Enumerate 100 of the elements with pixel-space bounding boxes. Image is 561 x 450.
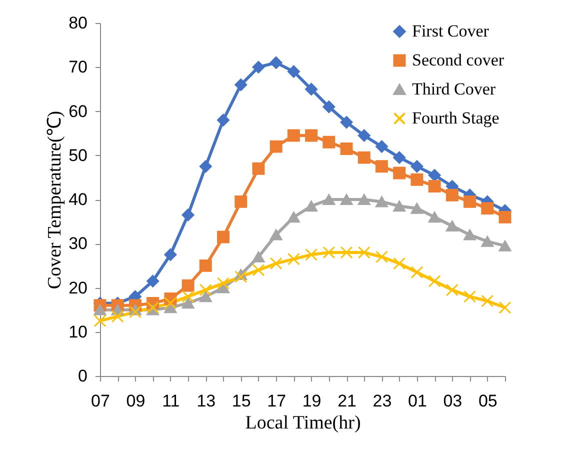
point bbox=[428, 212, 441, 223]
point bbox=[481, 236, 494, 247]
point bbox=[305, 200, 318, 212]
legend-label: Second cover bbox=[412, 50, 504, 70]
point bbox=[464, 195, 476, 208]
y-tick-label: 20 bbox=[68, 278, 88, 298]
point bbox=[234, 195, 248, 208]
point bbox=[340, 142, 353, 155]
point bbox=[322, 100, 336, 114]
point bbox=[146, 274, 160, 288]
point bbox=[270, 257, 282, 270]
y-tick-label: 40 bbox=[68, 190, 88, 209]
point bbox=[464, 229, 476, 240]
y-tick-label: 0 bbox=[78, 366, 88, 386]
point bbox=[498, 301, 512, 314]
point bbox=[252, 251, 265, 262]
point bbox=[270, 140, 282, 153]
point bbox=[410, 266, 424, 279]
point bbox=[358, 129, 370, 142]
legend-label: Fourth Stage bbox=[412, 108, 500, 128]
point bbox=[182, 279, 194, 292]
point bbox=[322, 246, 336, 259]
point bbox=[428, 169, 441, 182]
point bbox=[234, 270, 248, 283]
point bbox=[287, 212, 300, 223]
point bbox=[322, 194, 336, 205]
point bbox=[481, 294, 494, 308]
point bbox=[481, 202, 494, 215]
x-tick-label: 23 bbox=[372, 392, 392, 410]
point bbox=[340, 246, 353, 259]
y-tick-label: 30 bbox=[68, 234, 88, 254]
point bbox=[252, 162, 265, 175]
point bbox=[94, 304, 106, 316]
point bbox=[358, 194, 370, 205]
point bbox=[428, 274, 441, 288]
point bbox=[393, 151, 406, 164]
point bbox=[393, 166, 406, 180]
point bbox=[199, 284, 212, 296]
point bbox=[234, 78, 248, 91]
point bbox=[322, 136, 336, 148]
point bbox=[305, 129, 318, 142]
point bbox=[287, 65, 300, 78]
y-axis-title: Cover Temperature(℃) bbox=[44, 110, 66, 290]
point bbox=[393, 257, 406, 270]
x-tick-label: 11 bbox=[162, 392, 180, 410]
point bbox=[128, 306, 142, 318]
point bbox=[305, 248, 318, 261]
point bbox=[340, 116, 353, 129]
point bbox=[164, 248, 177, 261]
point bbox=[252, 60, 265, 74]
x-tick-label: 13 bbox=[196, 392, 216, 410]
point bbox=[498, 210, 512, 224]
point bbox=[305, 82, 318, 96]
y-tick-label: 60 bbox=[68, 102, 88, 121]
point bbox=[428, 180, 441, 192]
point bbox=[498, 240, 512, 252]
x-tick-label: 01 bbox=[408, 392, 427, 410]
x-tick-label: 21 bbox=[338, 392, 356, 410]
point bbox=[446, 220, 458, 232]
y-tick-label: 10 bbox=[68, 322, 88, 342]
point bbox=[252, 264, 265, 276]
point bbox=[270, 229, 282, 240]
point bbox=[376, 160, 388, 173]
x-tick-label: 03 bbox=[443, 392, 462, 410]
point bbox=[270, 56, 282, 69]
y-tick-label: 70 bbox=[68, 58, 88, 77]
legend-label: First Cover bbox=[412, 22, 490, 40]
point bbox=[446, 284, 458, 296]
point bbox=[146, 301, 160, 314]
y-tick-label: 80 bbox=[68, 14, 88, 32]
point bbox=[376, 140, 388, 153]
point bbox=[376, 250, 388, 264]
point bbox=[182, 208, 194, 222]
point bbox=[217, 114, 230, 126]
point bbox=[287, 129, 300, 142]
point bbox=[217, 230, 230, 244]
point bbox=[94, 314, 106, 328]
x-tick-label: 07 bbox=[91, 392, 110, 410]
point bbox=[217, 277, 230, 290]
point bbox=[410, 202, 424, 214]
point bbox=[199, 160, 212, 173]
point bbox=[410, 160, 424, 173]
legend-label: Third Cover bbox=[412, 80, 496, 98]
x-tick-label: 05 bbox=[478, 392, 498, 410]
point bbox=[199, 291, 212, 302]
point bbox=[446, 188, 458, 202]
point bbox=[393, 200, 406, 212]
point bbox=[111, 310, 124, 323]
point bbox=[464, 290, 476, 303]
y-tick-label: 50 bbox=[68, 146, 88, 165]
point bbox=[358, 246, 370, 259]
point bbox=[410, 173, 424, 186]
x-tick-label: 19 bbox=[302, 392, 322, 410]
point bbox=[182, 298, 194, 309]
point bbox=[287, 252, 300, 266]
x-tick-label: 15 bbox=[232, 392, 251, 410]
point bbox=[182, 290, 194, 303]
point bbox=[164, 296, 177, 310]
point bbox=[340, 194, 353, 205]
x-tick-label: 09 bbox=[126, 392, 146, 410]
